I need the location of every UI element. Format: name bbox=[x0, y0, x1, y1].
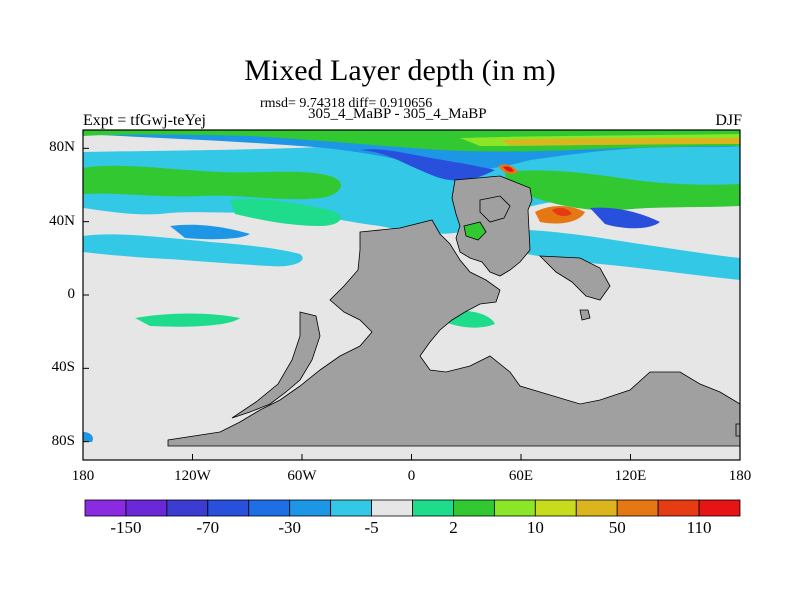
colorbar-swatch bbox=[166, 499, 209, 517]
colorbar-swatch bbox=[412, 499, 454, 517]
lon-tick-label: 60W bbox=[287, 468, 317, 484]
contour-green-npacific bbox=[83, 165, 341, 200]
axis-ticks bbox=[82, 147, 741, 460]
contour-green-arctic bbox=[83, 130, 740, 152]
stats-line: rmsd= 9.74318 diff= 0.910656 bbox=[260, 96, 433, 111]
land-small-island bbox=[579, 309, 591, 321]
contour-cyan-natl-south bbox=[500, 229, 740, 280]
colorbar-label: -5 bbox=[364, 518, 379, 537]
colorbar-label: 2 bbox=[449, 518, 458, 537]
lat-tick-label: 80N bbox=[49, 139, 75, 156]
contour-blue-farsouth bbox=[83, 432, 93, 442]
colorbar-swatch bbox=[289, 499, 332, 517]
colorbar-swatch bbox=[371, 499, 413, 517]
colorbar-swatch bbox=[330, 499, 372, 517]
contour-green-npacific-2 bbox=[230, 198, 341, 226]
land-mass-main bbox=[167, 175, 740, 447]
colorbar-swatch bbox=[125, 499, 168, 517]
contour-blue-natl bbox=[590, 207, 660, 229]
colorbar bbox=[84, 499, 741, 517]
map-subtitle: 305_4_MaBP - 305_4_MaBP bbox=[308, 106, 487, 122]
colorbar-swatch bbox=[698, 499, 741, 517]
contour-deep-blue-north bbox=[360, 149, 495, 181]
lat-tick-label: 40N bbox=[49, 212, 75, 229]
lat-tick-label: 40S bbox=[51, 359, 75, 376]
colorbar-swatch bbox=[84, 499, 127, 517]
colorbar-swatch bbox=[534, 499, 577, 517]
contour-red-nordic bbox=[503, 166, 514, 172]
map-field bbox=[83, 130, 740, 460]
colorbar-swatch bbox=[493, 499, 536, 517]
colorbar-swatch bbox=[575, 499, 618, 517]
contour-green-natl bbox=[505, 170, 740, 211]
lon-tick-label: 120E bbox=[614, 468, 647, 484]
contour-green-tropics bbox=[135, 313, 240, 327]
contour-cyan-midpac bbox=[83, 234, 303, 267]
land-inland-sea bbox=[463, 221, 487, 241]
lon-tick-label: 0 bbox=[407, 468, 416, 484]
colorbar-label: 10 bbox=[526, 518, 544, 537]
map-title: Mixed Layer depth (in m) bbox=[244, 54, 556, 87]
land-mass-west-arm bbox=[231, 311, 321, 419]
contour-orange-arctic bbox=[500, 138, 740, 146]
colorbar-swatch bbox=[207, 499, 250, 517]
colorbar-label: 110 bbox=[686, 518, 712, 537]
colorbar-swatch bbox=[453, 499, 495, 517]
land-mass-east bbox=[538, 255, 611, 301]
colorbar-swatch bbox=[248, 499, 291, 517]
colorbar-label: -70 bbox=[196, 518, 220, 537]
lon-tick-label: 60E bbox=[508, 468, 534, 484]
contour-red-natl bbox=[552, 207, 572, 217]
lat-tick-label: 0 bbox=[67, 286, 76, 302]
season-label: DJF bbox=[715, 112, 742, 129]
colorbar-label: -30 bbox=[278, 518, 302, 537]
colorbar-swatch bbox=[616, 499, 659, 517]
colorbar-label: -150 bbox=[110, 518, 142, 537]
lat-tick-label: 80S bbox=[51, 432, 75, 449]
colorbar-swatch bbox=[657, 499, 700, 517]
experiment-label: Expt = tfGwj-teYej bbox=[83, 112, 206, 129]
contour-blue-midpac bbox=[170, 224, 250, 240]
lon-tick-label: 180 bbox=[71, 468, 95, 484]
lon-tick-label: 120W bbox=[174, 468, 211, 484]
lon-tick-label: 180 bbox=[728, 468, 752, 484]
land-small-island-2 bbox=[735, 423, 740, 437]
colorbar-label: 50 bbox=[608, 518, 626, 537]
